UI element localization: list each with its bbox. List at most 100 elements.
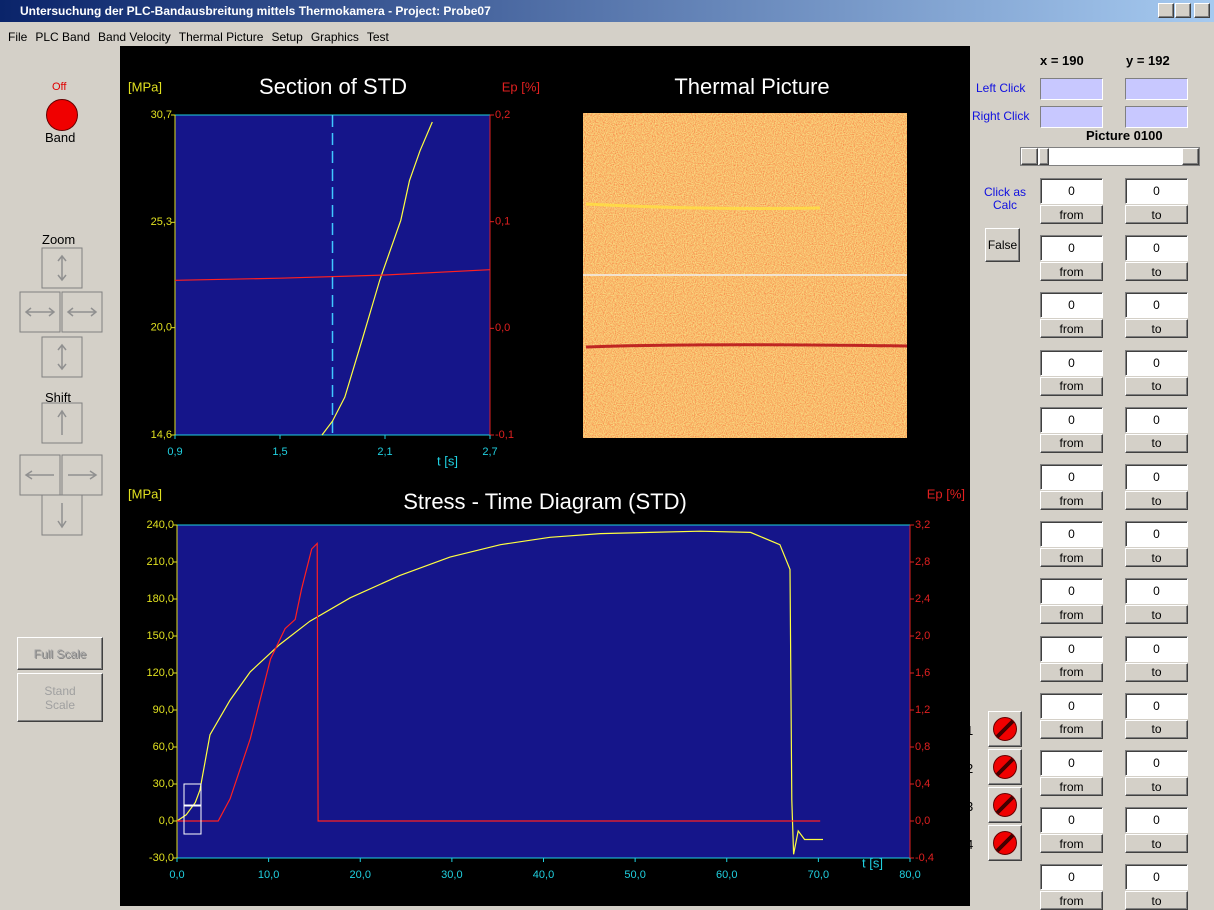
menu-item[interactable]: Setup [271,30,302,44]
scroll-left[interactable] [1021,148,1038,165]
from-input[interactable]: 0 [1040,750,1103,776]
to-input[interactable]: 0 [1125,235,1188,261]
from-button[interactable]: from [1040,605,1103,624]
x-tick-label: 20,0 [350,869,371,881]
to-input[interactable]: 0 [1125,864,1188,890]
from-input[interactable]: 0 [1040,807,1103,833]
from-input[interactable]: 0 [1040,350,1103,376]
click-as-calc-label: Click as Calc [976,186,1034,212]
window-title: Untersuchung der PLC-Bandausbreitung mit… [20,4,491,18]
band-state: Off [52,81,66,93]
menu-item[interactable]: Band Velocity [98,30,171,44]
to-button[interactable]: to [1125,663,1188,682]
from-input[interactable]: 0 [1040,407,1103,433]
y2-tick-label: 0,1 [495,216,510,228]
from-button[interactable]: from [1040,720,1103,739]
y2-axis-label: Ep [%] [502,79,540,94]
to-button[interactable]: to [1125,891,1188,910]
to-input[interactable]: 0 [1125,750,1188,776]
stand-scale-button[interactable]: Stand Scale [17,673,103,722]
menu-item[interactable]: Test [367,30,389,44]
from-button[interactable]: from [1040,548,1103,567]
calc-toggle[interactable]: False [985,228,1020,262]
x-tick-label: 70,0 [808,869,829,881]
from-button[interactable]: from [1040,663,1103,682]
from-input[interactable]: 0 [1040,235,1103,261]
to-input[interactable]: 0 [1125,292,1188,318]
to-button[interactable]: to [1125,205,1188,224]
menu-item[interactable]: PLC Band [35,30,90,44]
to-input[interactable]: 0 [1125,178,1188,204]
plot-area-panel: Thermal Picture Section of STD [MPa] Ep [%… [120,46,970,906]
chart-title: Stress - Time Diagram (STD) [403,489,687,514]
to-button[interactable]: to [1125,720,1188,739]
to-button[interactable]: to [1125,377,1188,396]
from-button[interactable]: from [1040,319,1103,338]
from-input[interactable]: 0 [1040,864,1103,890]
close-button[interactable] [1194,3,1210,18]
x-tick-label: 0,0 [169,869,184,881]
to-input[interactable]: 0 [1125,807,1188,833]
from-input[interactable]: 0 [1040,178,1103,204]
scroll-thumb[interactable] [1039,148,1049,165]
to-button[interactable]: to [1125,434,1188,453]
right-click-y [1125,106,1188,128]
to-input[interactable]: 0 [1125,350,1188,376]
channel-button[interactable] [988,711,1022,747]
x-tick-label: 50,0 [624,869,645,881]
x-tick-label: 40,0 [533,869,554,881]
to-input[interactable]: 0 [1125,464,1188,490]
from-button[interactable]: from [1040,434,1103,453]
channel-button[interactable] [988,787,1022,823]
from-input[interactable]: 0 [1040,292,1103,318]
minimize-button[interactable] [1158,3,1174,18]
to-button[interactable]: to [1125,319,1188,338]
to-input[interactable]: 0 [1125,636,1188,662]
from-input[interactable]: 0 [1040,578,1103,604]
from-input[interactable]: 0 [1040,636,1103,662]
to-input[interactable]: 0 [1125,407,1188,433]
plot-area [177,525,910,858]
menu-item[interactable]: File [8,30,27,44]
to-button[interactable]: to [1125,491,1188,510]
to-button[interactable]: to [1125,605,1188,624]
full-scale-button[interactable]: Full Scale [17,637,103,670]
from-button[interactable]: from [1040,891,1103,910]
y2-tick-label: 0,0 [495,322,510,334]
from-button[interactable]: from [1040,834,1103,853]
from-input[interactable]: 0 [1040,464,1103,490]
to-button[interactable]: to [1125,834,1188,853]
from-button[interactable]: from [1040,777,1103,796]
left-click-label: Left Click [976,81,1025,95]
y2-tick-label: 3,2 [915,519,930,531]
y-tick-label: 120,0 [146,667,174,679]
y-tick-label: 0,0 [159,815,174,827]
y-tick-label: 150,0 [146,630,174,642]
band-led[interactable] [46,99,78,131]
from-input[interactable]: 0 [1040,521,1103,547]
x-axis-label: t [s] [862,855,883,870]
channel-button[interactable] [988,749,1022,785]
y2-tick-label: 2,0 [915,630,930,642]
to-button[interactable]: to [1125,262,1188,281]
menu-item[interactable]: Thermal Picture [179,30,264,44]
from-button[interactable]: from [1040,205,1103,224]
from-button[interactable]: from [1040,491,1103,510]
from-button[interactable]: from [1040,262,1103,281]
chart-title: Section of STD [259,74,407,99]
to-button[interactable]: to [1125,777,1188,796]
maximize-button[interactable] [1175,3,1191,18]
to-input[interactable]: 0 [1125,693,1188,719]
thermal-title: Thermal Picture [674,74,829,99]
y-tick-label: -30,0 [149,852,174,864]
picture-scrollbar[interactable] [1020,147,1200,166]
from-input[interactable]: 0 [1040,693,1103,719]
to-button[interactable]: to [1125,548,1188,567]
channel-button[interactable] [988,825,1022,861]
from-button[interactable]: from [1040,377,1103,396]
y-axis-label: [MPa] [128,486,162,501]
scroll-right[interactable] [1182,148,1199,165]
menu-item[interactable]: Graphics [311,30,359,44]
to-input[interactable]: 0 [1125,521,1188,547]
to-input[interactable]: 0 [1125,578,1188,604]
